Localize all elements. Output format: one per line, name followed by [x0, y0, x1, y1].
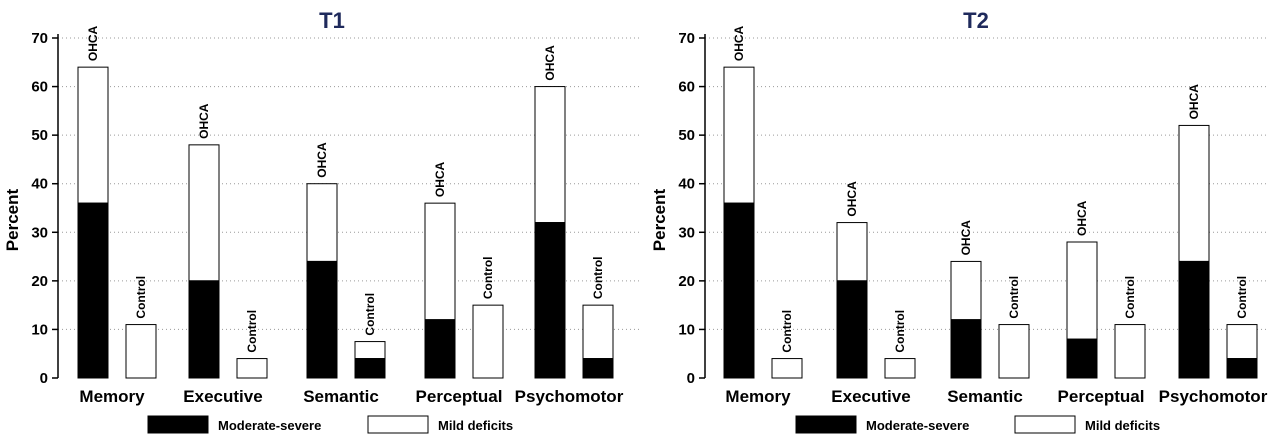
bar-mild-deficits [723, 66, 755, 204]
x-category-label: Semantic [947, 387, 1023, 406]
x-category-label: Memory [79, 387, 145, 406]
bar-group-label: OHCA [959, 220, 973, 256]
bar-moderate-severe [354, 358, 386, 379]
bar-group-label: Control [1123, 276, 1137, 319]
bar-mild-deficits [1226, 324, 1258, 360]
bar-group-label: OHCA [1075, 200, 1089, 236]
x-category-label: Semantic [303, 387, 379, 406]
x-category-label: Executive [831, 387, 910, 406]
bar-group-label: OHCA [197, 103, 211, 139]
bar-moderate-severe [1178, 260, 1210, 379]
bar-group-label: Control [245, 310, 259, 353]
y-tick-label: 50 [678, 127, 695, 144]
bar-group-label: Control [134, 276, 148, 319]
bar-mild-deficits [354, 341, 386, 360]
bar-group-label: OHCA [543, 45, 557, 81]
y-axis-label: Percent [650, 188, 669, 251]
bar-group-label: Control [893, 310, 907, 353]
legend-label-mild-deficits: Mild deficits [438, 418, 513, 433]
bar-group-label: Control [591, 256, 605, 299]
y-tick-label: 10 [31, 321, 48, 338]
bar-moderate-severe [950, 319, 982, 379]
legend-swatch-mild-deficits [1014, 415, 1076, 434]
bar-mild-deficits [1114, 324, 1146, 379]
y-tick-label: 0 [687, 370, 695, 387]
legend-swatch-moderate-severe [795, 415, 857, 434]
bar-mild-deficits [884, 358, 916, 379]
y-tick-label: 40 [678, 176, 695, 193]
y-tick-label: 30 [678, 224, 695, 241]
legend-swatch-mild-deficits [367, 415, 429, 434]
bar-mild-deficits [424, 202, 456, 321]
y-tick-label: 20 [678, 273, 695, 290]
bar-mild-deficits [77, 66, 109, 204]
bar-group-label: Control [481, 256, 495, 299]
y-axis-label: Percent [3, 188, 22, 251]
y-tick-label: 30 [31, 224, 48, 241]
bar-moderate-severe [836, 280, 868, 379]
bar-moderate-severe [1226, 358, 1258, 379]
bar-mild-deficits [306, 183, 338, 262]
chart-title: T1 [319, 8, 345, 33]
bar-group-label: Control [1007, 276, 1021, 319]
bar-moderate-severe [1066, 338, 1098, 379]
legend-label-moderate-severe: Moderate-severe [866, 418, 969, 433]
bar-group-label: Control [1235, 276, 1249, 319]
x-category-label: Perceptual [1058, 387, 1145, 406]
bar-group-label: OHCA [315, 142, 329, 178]
x-category-label: Memory [725, 387, 791, 406]
y-tick-label: 50 [31, 127, 48, 144]
bar-group-label: OHCA [732, 25, 746, 61]
bar-moderate-severe [188, 280, 220, 379]
bar-mild-deficits [998, 324, 1030, 379]
bar-mild-deficits [771, 358, 803, 379]
legend-label-mild-deficits: Mild deficits [1085, 418, 1160, 433]
bar-moderate-severe [723, 202, 755, 379]
bar-mild-deficits [188, 144, 220, 282]
y-tick-label: 20 [31, 273, 48, 290]
bar-mild-deficits [1178, 124, 1210, 262]
x-category-label: Perceptual [416, 387, 503, 406]
bar-moderate-severe [582, 358, 614, 379]
bar-mild-deficits [582, 304, 614, 360]
bar-moderate-severe [534, 222, 566, 379]
bar-group-label: OHCA [86, 25, 100, 61]
bar-moderate-severe [77, 202, 109, 379]
y-tick-label: 0 [40, 370, 48, 387]
bar-group-label: Control [363, 293, 377, 336]
x-category-label: Psychomotor [1159, 387, 1268, 406]
bar-group-label: OHCA [1187, 84, 1201, 120]
bar-group-label: OHCA [845, 181, 859, 217]
bar-mild-deficits [472, 304, 504, 379]
x-category-label: Psychomotor [515, 387, 624, 406]
y-tick-label: 70 [678, 30, 695, 47]
bar-group-label: Control [780, 310, 794, 353]
y-tick-label: 10 [678, 321, 695, 338]
bar-mild-deficits [125, 324, 157, 379]
chart-title: T2 [963, 8, 989, 33]
bar-mild-deficits [1066, 241, 1098, 340]
bar-mild-deficits [236, 358, 268, 379]
bar-mild-deficits [836, 222, 868, 282]
legend-label-moderate-severe: Moderate-severe [218, 418, 321, 433]
y-tick-label: 70 [31, 30, 48, 47]
bar-moderate-severe [306, 260, 338, 379]
y-tick-label: 60 [678, 79, 695, 96]
bar-mild-deficits [534, 86, 566, 224]
bar-group-label: OHCA [433, 161, 447, 197]
y-tick-label: 40 [31, 176, 48, 193]
bar-moderate-severe [424, 319, 456, 379]
x-category-label: Executive [183, 387, 262, 406]
y-tick-label: 60 [31, 79, 48, 96]
bar-mild-deficits [950, 260, 982, 321]
legend-swatch-moderate-severe [147, 415, 209, 434]
